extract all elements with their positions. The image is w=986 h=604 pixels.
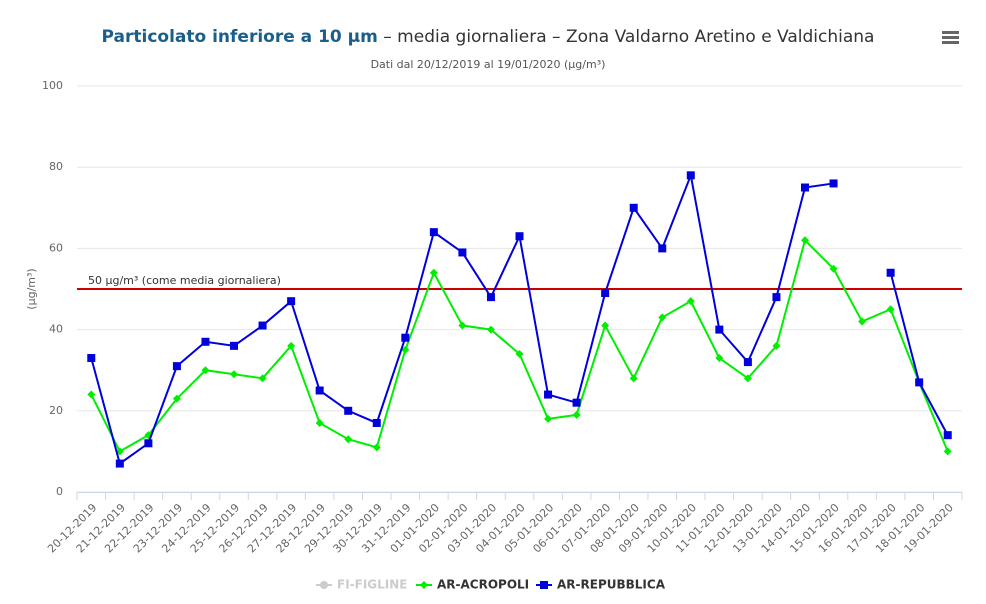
legend-label: AR-REPUBBLICA [557, 578, 666, 592]
marker [686, 171, 695, 180]
legend-marker [540, 581, 548, 589]
legend-item[interactable]: AR-REPUBBLICA [536, 578, 666, 592]
marker [344, 406, 353, 415]
marker [87, 390, 96, 399]
marker [886, 268, 895, 277]
marker [372, 418, 381, 427]
marker [886, 305, 895, 314]
legend-item[interactable]: AR-ACROPOLI [416, 578, 529, 592]
chart-title: Particolato inferiore a 10 µm – media gi… [102, 27, 875, 47]
menu-button[interactable] [942, 31, 959, 44]
marker [315, 386, 324, 395]
marker [686, 297, 695, 306]
series-line [90, 238, 949, 453]
y-tick-label: 20 [49, 404, 63, 417]
marker [258, 321, 267, 330]
marker [772, 293, 781, 302]
marker [572, 398, 581, 407]
marker [715, 325, 724, 334]
marker [800, 183, 809, 192]
marker [743, 358, 752, 367]
marker [572, 410, 581, 419]
marker [601, 289, 610, 298]
marker [172, 394, 181, 403]
title-main: Particolato inferiore a 10 µm [102, 27, 378, 47]
marker [115, 459, 124, 468]
marker [629, 203, 638, 212]
title-rest: – media giornaliera – Zona Valdarno Aret… [378, 27, 875, 47]
marker [429, 228, 438, 237]
marker [230, 370, 239, 379]
marker [201, 366, 210, 375]
marker [544, 390, 553, 399]
menu-bar [942, 41, 959, 44]
legend-label: AR-ACROPOLI [437, 578, 529, 592]
marker [915, 378, 924, 387]
marker [258, 374, 267, 383]
marker [372, 443, 381, 452]
marker [230, 341, 239, 350]
marker [315, 418, 324, 427]
marker [658, 244, 667, 253]
marker [829, 179, 838, 188]
marker [829, 264, 838, 273]
marker [772, 341, 781, 350]
marker [344, 435, 353, 444]
legend-marker [420, 581, 428, 589]
marker [629, 374, 638, 383]
y-axis-label: (µg/m³) [25, 268, 38, 309]
marker [800, 236, 809, 245]
y-tick-label: 100 [42, 79, 63, 92]
y-tick-label: 40 [49, 323, 63, 336]
legend-marker [320, 581, 328, 589]
marker [943, 431, 952, 440]
marker [87, 354, 96, 363]
marker [658, 313, 667, 322]
marker [172, 362, 181, 371]
series-line [90, 171, 949, 466]
marker [544, 414, 553, 423]
marker [515, 349, 524, 358]
marker [486, 325, 495, 334]
marker [144, 439, 153, 448]
marker [458, 248, 467, 257]
marker [715, 354, 724, 363]
marker [201, 337, 210, 346]
marker [401, 345, 410, 354]
marker [401, 333, 410, 342]
marker [515, 232, 524, 241]
plot-line-label: 50 µg/m³ (come media giornaliera) [88, 274, 281, 287]
y-tick-label: 0 [56, 485, 63, 498]
marker [943, 447, 952, 456]
marker [486, 293, 495, 302]
menu-bar [942, 36, 959, 39]
marker [743, 374, 752, 383]
marker [429, 268, 438, 277]
marker [858, 317, 867, 326]
marker [287, 341, 296, 350]
y-tick-label: 60 [49, 241, 63, 254]
legend-item[interactable]: FI-FIGLINE [316, 578, 408, 592]
marker [458, 321, 467, 330]
y-tick-label: 80 [49, 160, 63, 173]
marker [601, 321, 610, 330]
chart-subtitle: Dati dal 20/12/2019 al 19/01/2020 (µg/m³… [371, 58, 606, 71]
menu-bar [942, 31, 959, 34]
marker [287, 297, 296, 306]
legend-label: FI-FIGLINE [337, 578, 408, 592]
